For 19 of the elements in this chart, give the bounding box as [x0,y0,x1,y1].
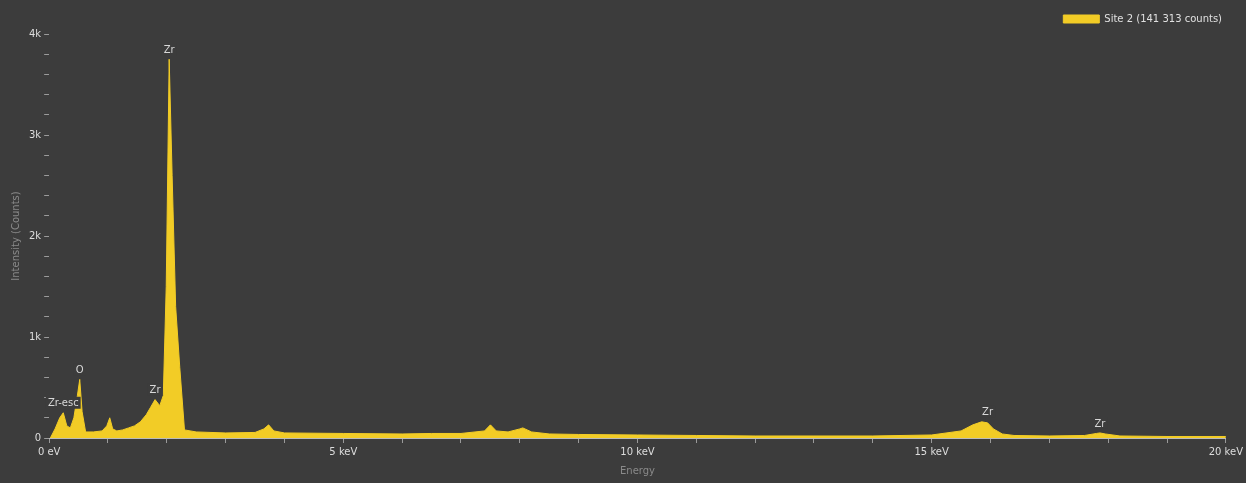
y-tick-label: 0 [34,431,42,443]
annotation: O [75,364,84,376]
legend-label: Site 2 (141 313 counts) [1104,12,1223,24]
x-tick-label: 20 keV [1208,445,1244,457]
annotation: Zr-esc [47,397,79,409]
y-axis-title: Intensity (Counts) [9,191,21,281]
y-tick-label: 2k [29,229,42,241]
x-tick-label: 5 keV [329,445,358,457]
y-tick-label: 4k [29,27,42,39]
annotation: Zr [1094,417,1107,429]
annotation: Zr [163,43,176,55]
x-tick-label: 0 eV [37,445,61,457]
y-tick-label: 1k [29,330,42,342]
annotation: Zr [149,384,162,396]
annotation: Zr [982,406,994,418]
y-tick-label: 3k [29,128,42,140]
x-axis-title: Energy [619,464,656,476]
x-tick-label: 10 keV [620,445,655,457]
x-tick-label: 15 keV [914,445,949,457]
